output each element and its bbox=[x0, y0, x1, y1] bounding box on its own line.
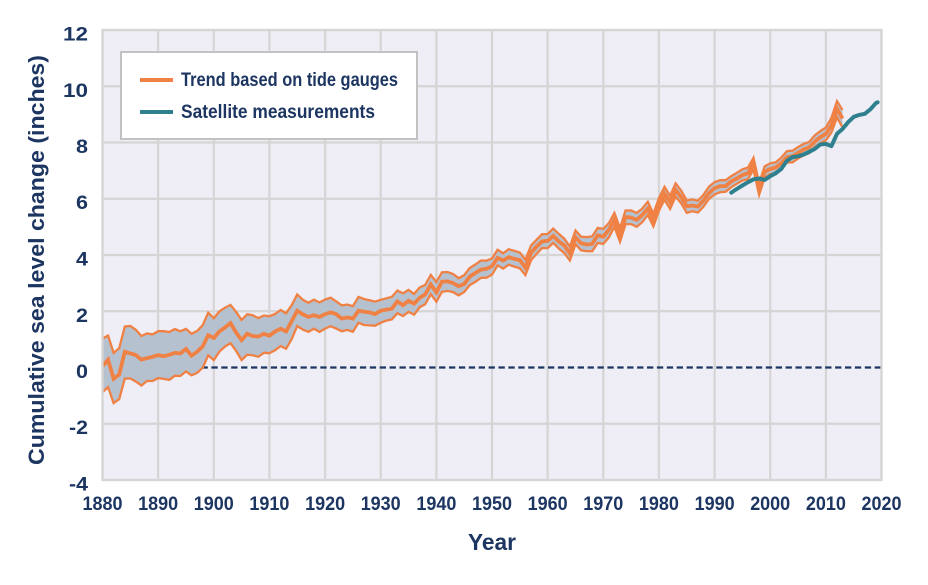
svg-text:2000: 2000 bbox=[750, 493, 790, 515]
svg-text:1900: 1900 bbox=[194, 493, 234, 515]
svg-text:1880: 1880 bbox=[83, 493, 123, 515]
svg-text:1950: 1950 bbox=[472, 493, 512, 515]
svg-text:Satellite measurements: Satellite measurements bbox=[181, 101, 375, 123]
svg-text:10: 10 bbox=[63, 80, 88, 102]
svg-text:1970: 1970 bbox=[583, 493, 623, 515]
svg-text:1920: 1920 bbox=[305, 493, 345, 515]
svg-text:Trend based on tide gauges: Trend based on tide gauges bbox=[181, 69, 398, 91]
svg-text:2: 2 bbox=[76, 305, 88, 327]
svg-text:-2: -2 bbox=[69, 417, 88, 439]
svg-text:1980: 1980 bbox=[639, 493, 679, 515]
svg-text:1990: 1990 bbox=[695, 493, 735, 515]
svg-text:1890: 1890 bbox=[138, 493, 178, 515]
svg-text:4: 4 bbox=[76, 249, 88, 271]
svg-text:8: 8 bbox=[76, 136, 88, 158]
svg-text:1940: 1940 bbox=[416, 493, 456, 515]
svg-text:1910: 1910 bbox=[249, 493, 289, 515]
svg-text:2020: 2020 bbox=[862, 493, 902, 515]
svg-text:Year: Year bbox=[468, 529, 516, 555]
svg-text:0: 0 bbox=[76, 361, 88, 383]
svg-text:1960: 1960 bbox=[528, 493, 568, 515]
svg-text:12: 12 bbox=[63, 24, 88, 46]
svg-text:-4: -4 bbox=[69, 474, 88, 496]
svg-text:6: 6 bbox=[76, 192, 88, 214]
svg-text:2010: 2010 bbox=[806, 493, 846, 515]
svg-text:Cumulative sea level change (i: Cumulative sea level change (inches) bbox=[24, 55, 49, 465]
svg-text:1930: 1930 bbox=[361, 493, 401, 515]
